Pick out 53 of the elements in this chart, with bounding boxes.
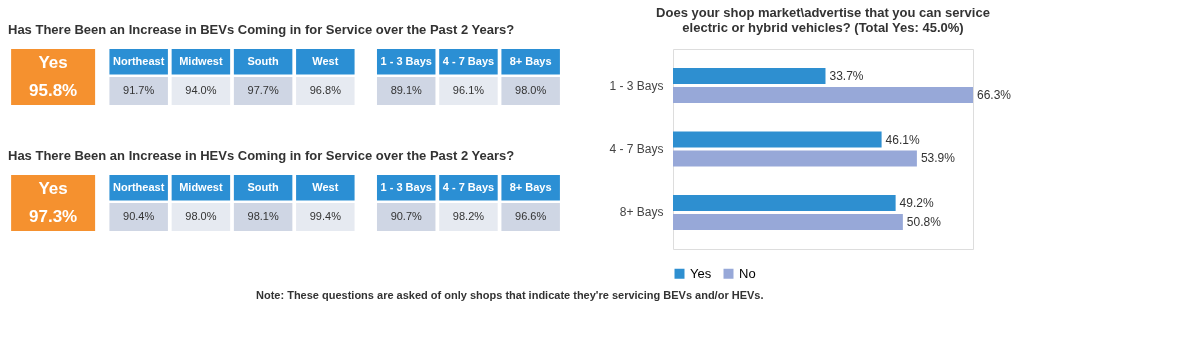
data-label: 90.4% [123,210,155,222]
category-label: 4 - 7 Bays [442,54,495,67]
data-label: 96.6% [515,210,547,222]
legend-label: Yes [690,265,712,281]
text: 95.8% [29,81,78,100]
category-label: Northeast [112,180,165,193]
y-tick-label: 1 - 3 Bays [609,78,664,93]
data-label: 99.4% [309,210,342,222]
category-label: Midwest [179,54,223,67]
data-label: 91.7% [123,84,155,96]
category-label: 4 - 7 Bays [442,180,495,193]
category-label: West [312,54,339,67]
text: Yes [38,53,68,72]
category-label: South [247,54,279,67]
y-tick-label: 8+ Bays [619,205,664,220]
data-label: 33.7% [829,69,864,84]
chart-title: Does your shop market\advertise that you can service electric or hybrid vehicles? (Total Yes: 45.0%) [656,5,990,35]
category-label: 1 - 3 Bays [380,180,432,193]
data-label: 89.1% [390,84,423,96]
data-label: 46.1% [885,132,920,147]
data-label: 98.0% [185,210,217,222]
bar [673,131,882,148]
bar [673,86,973,103]
data-label: 90.7% [390,210,423,222]
data-label: 49.2% [899,196,934,211]
text: Has There Been an Increase in HEVs Coming in for Service over the Past 2 Years? [8,148,515,163]
bar [673,213,903,230]
category-label: 8+ Bays [509,180,552,193]
bar [673,195,896,212]
data-label: 96.8% [309,84,342,96]
category-label: South [247,180,279,193]
category-label: 8+ Bays [509,54,552,67]
data-label: 94.0% [185,84,217,96]
data-label: 53.9% [920,151,956,166]
category-label: 1 - 3 Bays [380,54,432,67]
data-label: 97.7% [247,84,279,96]
bar [673,68,826,85]
bar [673,150,917,167]
data-label: 98.0% [515,84,547,96]
text: 97.3% [29,207,78,226]
category-label: Midwest [179,180,223,193]
category-label: West [312,180,339,193]
y-tick-label: 4 - 7 Bays [609,142,664,156]
legend-label: No [739,265,756,281]
data-label: 66.3% [977,87,1012,102]
text: Has There Been an Increase in BEVs Coming in for Service over the Past 2 Years? [8,22,515,37]
data-label: 96.1% [452,84,485,96]
data-label: 98.1% [247,210,279,222]
data-label: 50.8% [906,214,942,229]
text: Note: These questions are asked of only shops that indicate they're servicing BEVs and/or HEVs. [256,288,764,301]
data-label: 98.2% [452,210,485,222]
category-label: Northeast [112,54,165,67]
text: Yes [38,179,68,198]
